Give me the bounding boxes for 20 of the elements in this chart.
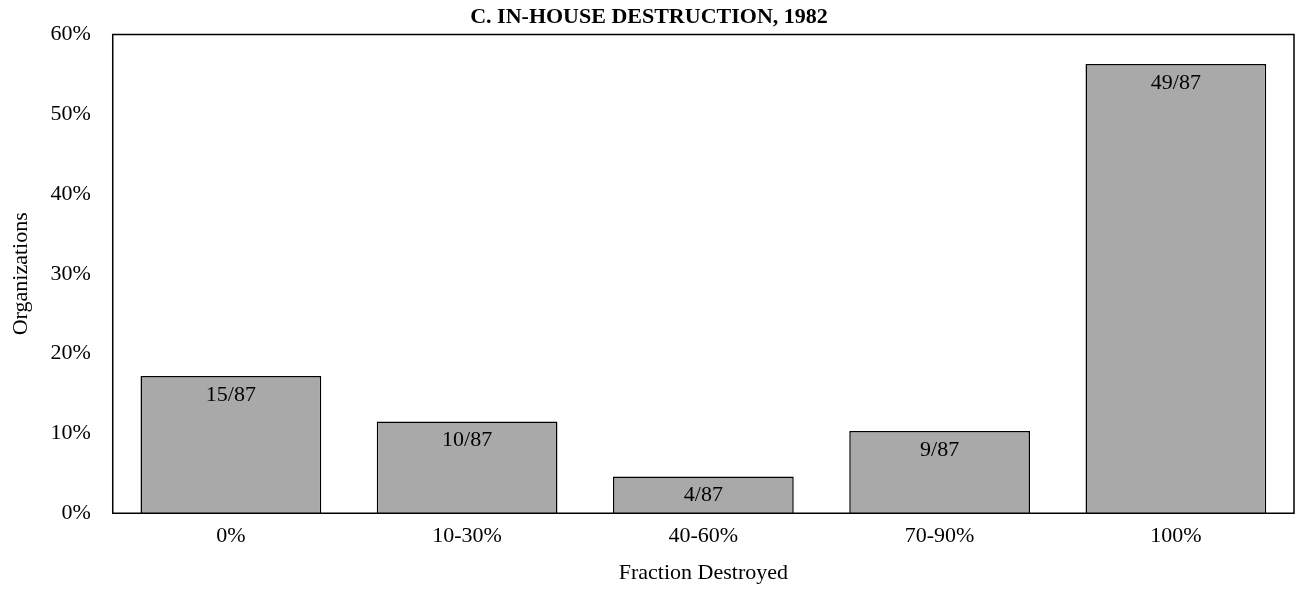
y-tick-label: 0%: [61, 498, 91, 524]
data-label: 4/87: [683, 481, 723, 507]
data-label: 15/87: [205, 380, 256, 406]
data-label: 10/87: [442, 426, 493, 452]
chart-title: C. IN-HOUSE DESTRUCTION, 1982: [470, 2, 828, 28]
x-tick-label: 10-30%: [432, 522, 502, 548]
y-tick-label: 30%: [50, 259, 91, 285]
x-tick-label: 70-90%: [904, 522, 975, 548]
x-axis-title: Fraction Destroyed: [618, 558, 788, 584]
y-tick-label: 40%: [50, 179, 91, 205]
y-tick-label: 20%: [50, 339, 91, 365]
y-tick-label: 60%: [50, 20, 91, 46]
y-tick-label: 10%: [50, 419, 91, 445]
y-axis-title: Organizations: [6, 212, 32, 336]
data-label: 49/87: [1150, 68, 1201, 94]
y-tick-label: 50%: [50, 99, 91, 125]
x-tick-label: 40-60%: [668, 522, 739, 548]
x-tick-label: 100%: [1150, 522, 1202, 548]
x-tick-label: 0%: [216, 522, 246, 548]
data-label: 9/87: [920, 435, 960, 461]
